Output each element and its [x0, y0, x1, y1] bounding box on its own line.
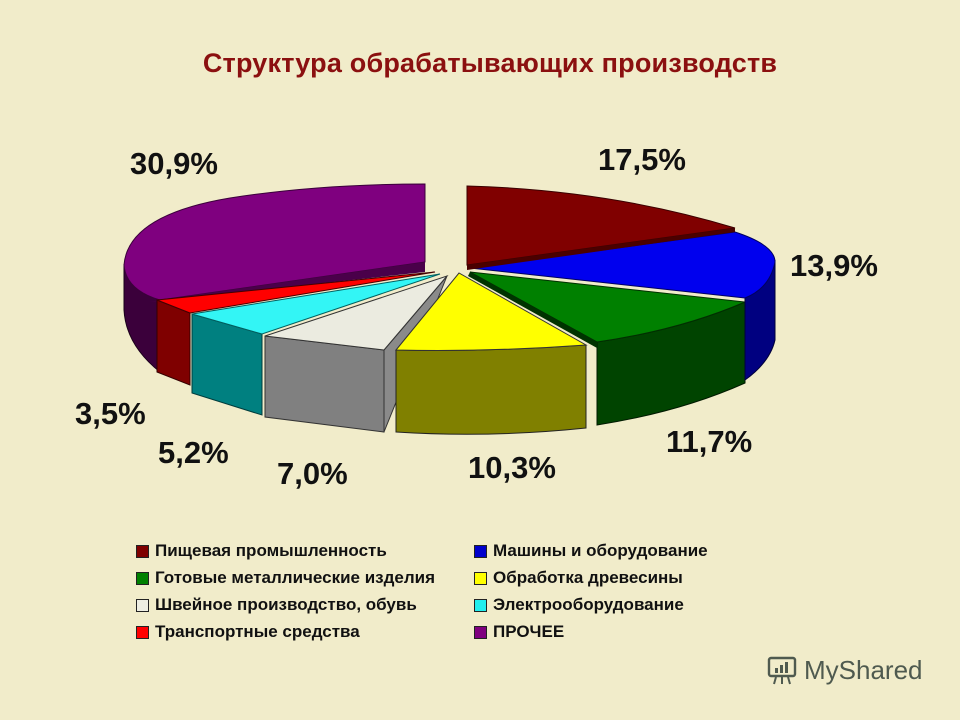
slice-wood — [394, 272, 588, 435]
label-sewing: 7,0% — [277, 456, 348, 491]
slice-food — [466, 185, 736, 270]
watermark-text: MyShared — [804, 654, 923, 685]
legend-swatch — [474, 625, 487, 639]
legend-item-metal: Готовые металлические изделия — [136, 567, 474, 589]
legend-item-wood: Обработка древесины — [474, 567, 774, 589]
slice-electro — [191, 273, 441, 416]
legend-swatch — [136, 571, 149, 585]
legend-label: Транспортные средства — [155, 622, 360, 641]
legend-swatch — [136, 544, 149, 558]
legend-label: ПРОЧЕЕ — [493, 622, 565, 641]
label-food: 17,5% — [598, 142, 686, 177]
legend-item-electro: Электрооборудование — [474, 594, 774, 616]
presentation-board-icon — [767, 656, 797, 685]
watermark: MyShared — [766, 654, 923, 686]
legend-label: Швейное производство, обувь — [155, 595, 417, 614]
legend-label: Машины и оборудование — [493, 541, 708, 560]
legend-swatch — [136, 625, 149, 639]
legend-label: Электрооборудование — [493, 595, 684, 614]
legend-label: Пищевая промышленность — [155, 541, 387, 560]
legend-label: Обработка древесины — [493, 568, 683, 587]
label-electro: 5,2% — [158, 435, 229, 470]
legend-swatch — [136, 598, 149, 612]
legend-item-transport: Транспортные средства — [136, 621, 474, 643]
label-other: 30,9% — [130, 146, 218, 181]
slice-machines — [469, 231, 776, 381]
label-wood: 10,3% — [468, 450, 556, 485]
label-transport: 3,5% — [75, 396, 146, 431]
legend-label: Готовые металлические изделия — [155, 568, 436, 587]
legend-item-other: ПРОЧЕЕ — [474, 621, 774, 643]
slice-metal — [468, 271, 747, 426]
slice-transport — [156, 271, 436, 386]
label-machines: 13,9% — [790, 248, 878, 283]
chart-legend: Пищевая промышленность Машины и оборудов… — [136, 540, 774, 643]
legend-swatch — [474, 571, 487, 585]
legend-swatch — [474, 544, 487, 558]
legend-item-sewing: Швейное производство, обувь — [136, 594, 474, 616]
legend-swatch — [474, 598, 487, 612]
legend-item-food: Пищевая промышленность — [136, 540, 474, 562]
chart-title: Структура обрабатывающих производств — [202, 48, 778, 78]
legend-item-machines: Машины и оборудование — [474, 540, 774, 562]
label-metal: 11,7% — [666, 424, 753, 459]
